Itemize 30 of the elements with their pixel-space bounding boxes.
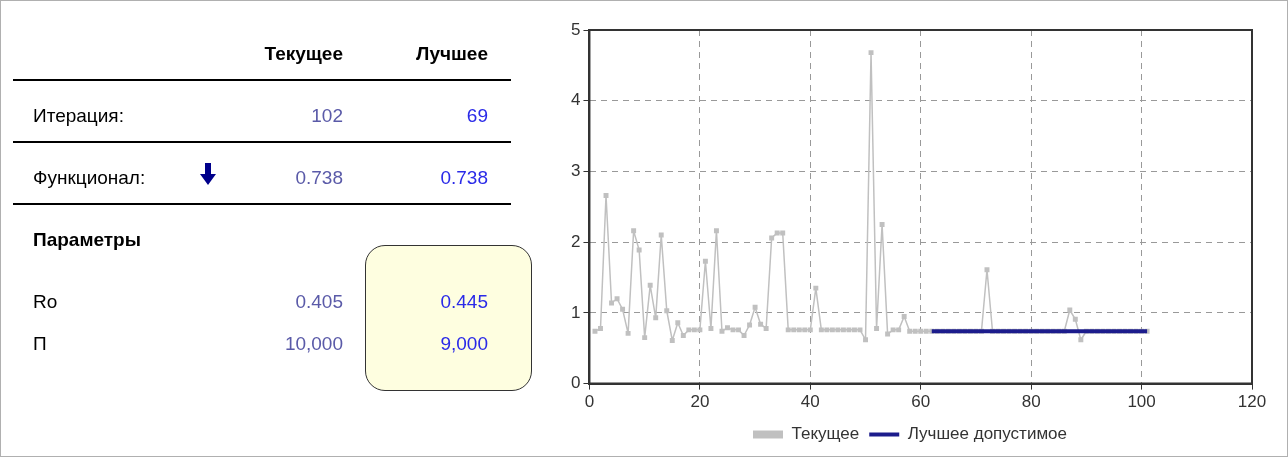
y-tick-label: 1 bbox=[570, 302, 581, 322]
x-tick-label: 120 bbox=[1237, 392, 1267, 412]
category-label: Ro bbox=[33, 291, 58, 312]
y-tick-label: 4 bbox=[570, 90, 581, 110]
text: 0.405 bbox=[295, 291, 343, 312]
text: 102 bbox=[311, 105, 343, 126]
text: 9,000 bbox=[440, 333, 488, 354]
category-label: Текущее bbox=[264, 43, 343, 65]
text: 10,000 bbox=[284, 333, 343, 354]
category-label: Итерация: bbox=[33, 105, 124, 126]
x-tick-label: 20 bbox=[690, 392, 710, 412]
y-tick-label: 3 bbox=[570, 161, 581, 181]
y-tick-label: 5 bbox=[570, 19, 581, 39]
category-label: П bbox=[33, 333, 47, 354]
legend-label: Текущее bbox=[791, 424, 860, 444]
text: 0.738 bbox=[295, 167, 343, 188]
legend-label: Лучшее допустимое bbox=[907, 424, 1067, 444]
x-tick-label: 80 bbox=[1021, 392, 1041, 412]
text: Параметры bbox=[33, 229, 141, 251]
x-tick-label: 60 bbox=[911, 392, 931, 412]
text: 69 bbox=[466, 105, 488, 126]
x-tick-label: 0 bbox=[584, 392, 595, 412]
x-tick-label: 40 bbox=[800, 392, 820, 412]
text: 0.738 bbox=[440, 167, 488, 188]
category-label: Лучшее bbox=[416, 43, 488, 65]
y-tick-label: 0 bbox=[570, 373, 581, 393]
y-tick-label: 2 bbox=[570, 231, 581, 251]
category-label: Функционал: bbox=[33, 167, 146, 188]
text: 0.445 bbox=[440, 291, 488, 312]
x-tick-label: 100 bbox=[1127, 392, 1156, 412]
